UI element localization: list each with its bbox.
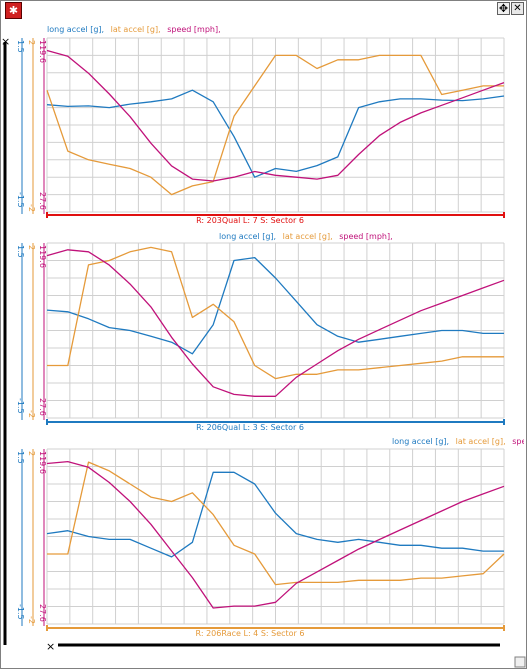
legend-lat-accel: lat accel [g], [455, 437, 506, 446]
speed-axis-top: 119.6 [38, 245, 47, 268]
sector-label-pane-3: R: 206Race L: 4 S: Sector 6 [195, 629, 305, 638]
long-accel-axis-top: 1.5 [16, 245, 25, 258]
lat-accel-series [47, 246, 504, 380]
long-accel-series [46, 471, 504, 558]
legend-speed: speed [mph], [339, 232, 393, 241]
speed-axis-bottom: 27.6 [38, 192, 47, 210]
long-accel-series [46, 256, 504, 355]
lat-accel-axis-bottom: -2 [27, 204, 36, 212]
sector-label-pane-1: R: 203Qual L: 7 S: Sector 6 [196, 216, 304, 225]
lat-accel-axis-top: 2 [27, 40, 36, 45]
app-logo-icon[interactable] [5, 2, 22, 19]
speed-axis-bottom: 27.6 [38, 398, 47, 416]
zoom-reset-icon[interactable]: × [46, 640, 55, 653]
speed-axis-top: 119.6 [38, 451, 47, 474]
legend-lat-accel: lat accel [g], [110, 25, 161, 34]
zoom-reset-icon[interactable]: × [1, 35, 10, 48]
long-accel-axis-top: 1.5 [16, 40, 25, 53]
legend-long-accel: long accel [g], [47, 25, 105, 34]
long-accel-axis-bottom: -1.5 [16, 604, 25, 620]
long-accel-series [46, 89, 505, 178]
close-icon[interactable]: ✕ [511, 2, 524, 15]
speed-axis-bottom: 27.6 [38, 604, 47, 622]
legend-speed: speed [mph], [512, 437, 524, 446]
legend-long-accel: long accel [g], [219, 232, 277, 241]
speed-series [46, 460, 505, 609]
legend-lat-accel: lat accel [g], [282, 232, 333, 241]
legend-pane-1: long accel [g], lat accel [g], speed [mp… [47, 25, 225, 34]
legend-pane-3: long accel [g], lat accel [g], speed [mp… [392, 437, 524, 446]
speed-axis-top: 119.6 [38, 40, 47, 63]
resize-grip-icon [514, 656, 526, 668]
lat-accel-series [47, 461, 505, 586]
lat-accel-axis-bottom: -2 [27, 616, 36, 624]
move-icon[interactable]: ✥ [497, 2, 510, 15]
long-accel-axis-top: 1.5 [16, 451, 25, 464]
sector-label-pane-2: R: 206Qual L: 3 S: Sector 6 [196, 423, 304, 432]
lat-accel-series [46, 54, 504, 196]
legend-long-accel: long accel [g], [392, 437, 450, 446]
legend-speed: speed [mph], [167, 25, 221, 34]
long-accel-axis-bottom: -1.5 [16, 192, 25, 208]
lat-accel-axis-top: 2 [27, 245, 36, 250]
speed-series [46, 249, 505, 397]
lat-accel-axis-bottom: -2 [27, 410, 36, 418]
lat-accel-axis-top: 2 [27, 451, 36, 456]
speed-series [46, 49, 505, 182]
legend-pane-2: long accel [g], lat accel [g], speed [mp… [219, 232, 397, 241]
long-accel-axis-bottom: -1.5 [16, 398, 25, 414]
